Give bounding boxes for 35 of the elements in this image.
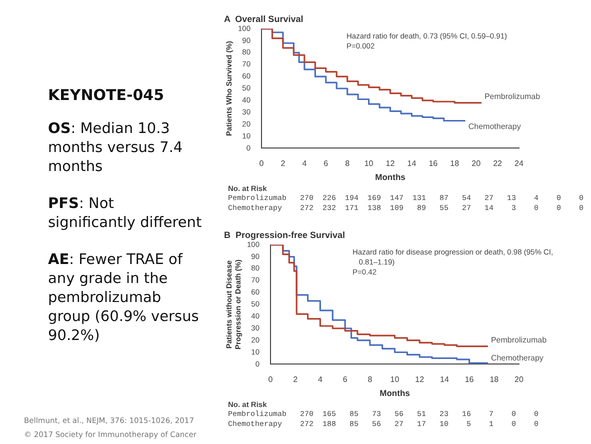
x-tick-label: 0: [268, 375, 274, 384]
x-tick-label: 10: [390, 375, 400, 384]
x-tick-label: 4: [318, 375, 323, 384]
series-label: Pembrolizumab: [484, 92, 541, 102]
chart-title: A Overall Survival: [224, 14, 304, 24]
x-tick-label: 24: [514, 159, 524, 168]
x-tick-label: 10: [364, 159, 374, 168]
x-tick-label: 6: [324, 159, 329, 168]
x-tick-label: 6: [342, 375, 348, 384]
x-tick-label: 14: [407, 159, 417, 168]
x-tick-label: 16: [428, 159, 438, 168]
x-tick-label: 12: [415, 375, 425, 384]
x-axis-title: Months: [375, 172, 406, 182]
x-tick-label: 8: [368, 375, 373, 384]
x-tick-label: 22: [493, 159, 503, 168]
x-tick-label: 20: [514, 375, 524, 384]
x-tick-label: 18: [450, 159, 460, 168]
x-tick-label: 12: [386, 159, 396, 168]
x-tick-label: 4: [302, 159, 308, 168]
series-label: Chemotherapy: [468, 122, 521, 131]
x-tick-label: 14: [440, 375, 450, 384]
chart-title: B Progression-free Survival: [224, 230, 346, 240]
text: OS: Median 10.3 months versus 7.4 months: [48, 120, 184, 177]
x-tick-label: 20: [472, 159, 482, 168]
series-label: Chemotherapy: [490, 353, 544, 362]
x-axis-title: Months: [380, 388, 410, 398]
text: PFS: Not significantly different: [48, 195, 203, 233]
series-label: Pembrolizumab: [490, 335, 548, 344]
text: AE: Fewer TRAE of any grade in the pembrolizumab group (60.9% versus 90.2%): [48, 251, 200, 346]
x-tick-label: 16: [464, 375, 474, 384]
x-tick-label: 18: [490, 375, 500, 384]
x-tick-label: 8: [345, 159, 350, 168]
x-tick-label: 2: [293, 375, 298, 384]
x-tick-label: 2: [280, 159, 286, 168]
text: KEYNOTE-045: [48, 86, 166, 104]
